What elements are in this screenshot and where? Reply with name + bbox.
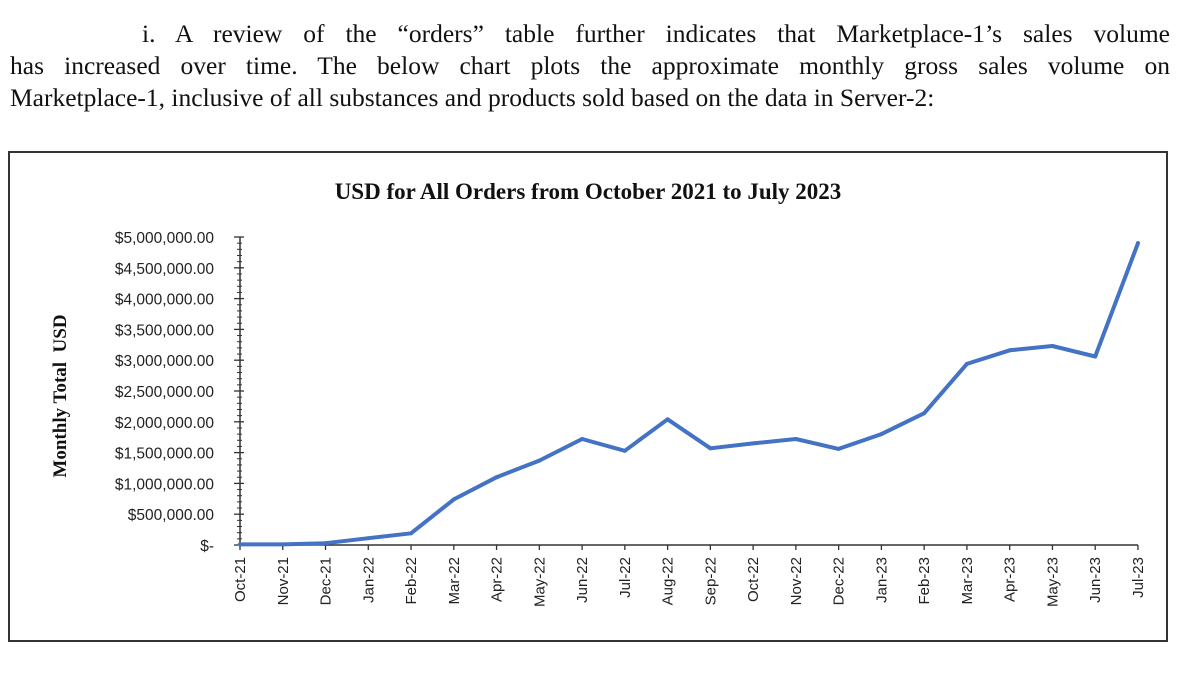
x-tick-label: Nov-21 (275, 557, 292, 605)
data-point (537, 458, 542, 463)
data-point (1093, 354, 1098, 359)
x-tick-label: Jul-22 (617, 557, 634, 598)
data-point (665, 417, 670, 422)
data-point (409, 531, 414, 536)
x-tick-label: Feb-22 (403, 557, 420, 605)
x-tick-label: Apr-22 (489, 557, 506, 602)
x-tick-label: May-22 (531, 557, 548, 607)
data-point (622, 448, 627, 453)
x-tick-label: Apr-23 (1002, 557, 1019, 602)
data-point (580, 437, 585, 442)
paragraph-line-2: has increased over time. The below chart… (10, 51, 1170, 80)
x-tick-label: Sep-22 (702, 557, 719, 605)
x-tick-label: Jul-23 (1130, 557, 1147, 598)
y-tick-label: $3,500,000.00 (115, 322, 215, 339)
intro-paragraph: i. A review of the “orders” table further… (10, 18, 1170, 114)
x-tick-label: Oct-22 (745, 557, 762, 602)
data-point (793, 437, 798, 442)
y-tick-label: $2,000,000.00 (115, 415, 215, 432)
y-tick-label: $1,000,000.00 (115, 476, 215, 493)
x-tick-label: Dec-22 (831, 557, 848, 605)
data-point (1135, 241, 1140, 246)
x-tick-label: Jan-22 (360, 557, 377, 603)
y-tick-label: $500,000.00 (128, 507, 215, 524)
x-tick-label: Dec-21 (318, 557, 335, 605)
y-tick-label: $4,500,000.00 (115, 261, 215, 278)
y-tick-label: $3,000,000.00 (115, 353, 215, 370)
data-point (494, 475, 499, 480)
x-tick-label: May-23 (1044, 557, 1061, 607)
data-point (708, 446, 713, 451)
x-tick-label: Nov-22 (788, 557, 805, 605)
data-point (751, 441, 756, 446)
x-tick-label: Mar-23 (959, 557, 976, 605)
y-tick-label: $- (200, 538, 214, 555)
paragraph-line-3: Marketplace-1, inclusive of all substanc… (10, 83, 935, 112)
data-point (964, 361, 969, 366)
data-point (366, 536, 371, 541)
data-point (238, 542, 242, 547)
x-tick-label: Oct-21 (232, 557, 249, 602)
paragraph-marker: i. (142, 19, 156, 48)
y-tick-label: $4,000,000.00 (115, 292, 215, 309)
data-point (879, 432, 884, 437)
data-point (280, 542, 285, 547)
data-point (836, 446, 841, 451)
data-point (922, 411, 927, 416)
chart-title: USD for All Orders from October 2021 to … (335, 179, 842, 204)
x-tick-label: Feb-23 (916, 557, 933, 605)
x-tick-label: Aug-22 (660, 557, 677, 605)
line-chart: USD for All Orders from October 2021 to … (50, 179, 1147, 607)
x-tick-label: Jun-23 (1087, 557, 1104, 603)
data-point (451, 497, 456, 502)
paragraph-line-1: i. A review of the “orders” table further… (142, 19, 1170, 48)
x-tick-label: Jan-23 (873, 557, 890, 603)
data-point (1007, 348, 1012, 353)
data-point (323, 541, 328, 546)
chart-frame: USD for All Orders from October 2021 to … (8, 151, 1168, 642)
y-tick-label: $5,000,000.00 (115, 230, 215, 247)
y-tick-label: $2,500,000.00 (115, 384, 215, 401)
series-line (238, 241, 1140, 547)
data-point (1050, 344, 1055, 349)
x-tick-label: Mar-22 (446, 557, 463, 605)
y-tick-label: $1,500,000.00 (115, 446, 215, 463)
y-axis-label: Monthly Total USD (50, 314, 71, 477)
x-tick-label: Jun-22 (574, 557, 591, 603)
